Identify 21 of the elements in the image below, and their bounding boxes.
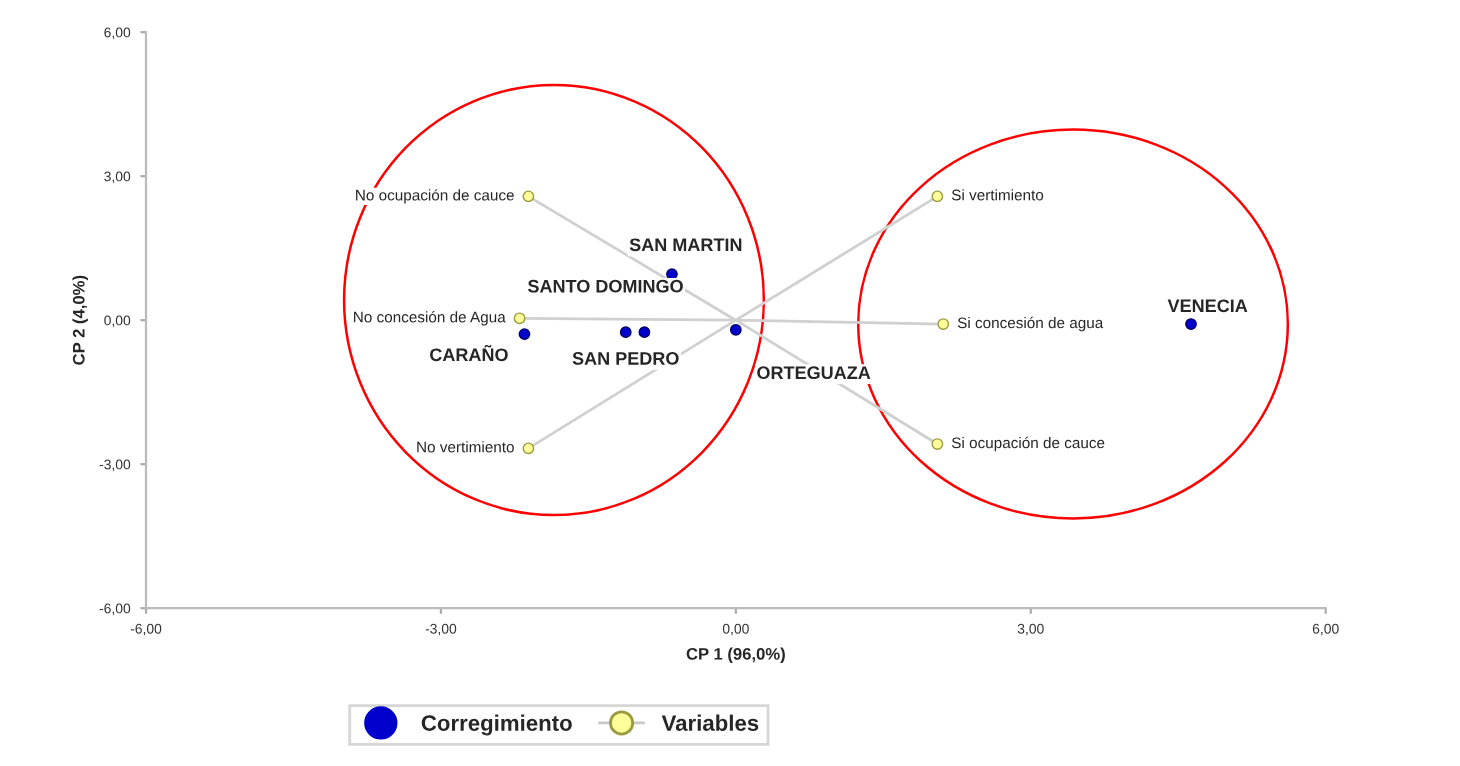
- point: [931, 438, 944, 450]
- annotation: SANTO DOMINGO: [527, 279, 683, 293]
- x-axis-title: CP 1 (96,0%): [686, 647, 785, 664]
- point: [522, 190, 535, 203]
- point: [931, 190, 944, 203]
- point: [937, 318, 950, 330]
- annotation: SAN PEDRO: [572, 352, 679, 365]
- point: [518, 328, 531, 341]
- point: [619, 326, 632, 339]
- annotation: SAN MARTIN: [629, 238, 742, 252]
- annotation: CARAÑO: [430, 344, 508, 362]
- annotation: VENECIA: [1167, 299, 1248, 313]
- y-axis-title: CP 2 (4,0%): [72, 275, 88, 365]
- legend-label: Variables: [661, 714, 759, 731]
- point: [638, 326, 651, 339]
- annotation: ORTEGUAZA: [757, 366, 871, 380]
- point: [513, 312, 526, 325]
- point: [729, 323, 742, 336]
- point: [1185, 318, 1197, 330]
- point: [522, 442, 535, 455]
- legend-label: Corregimiento: [421, 714, 572, 736]
